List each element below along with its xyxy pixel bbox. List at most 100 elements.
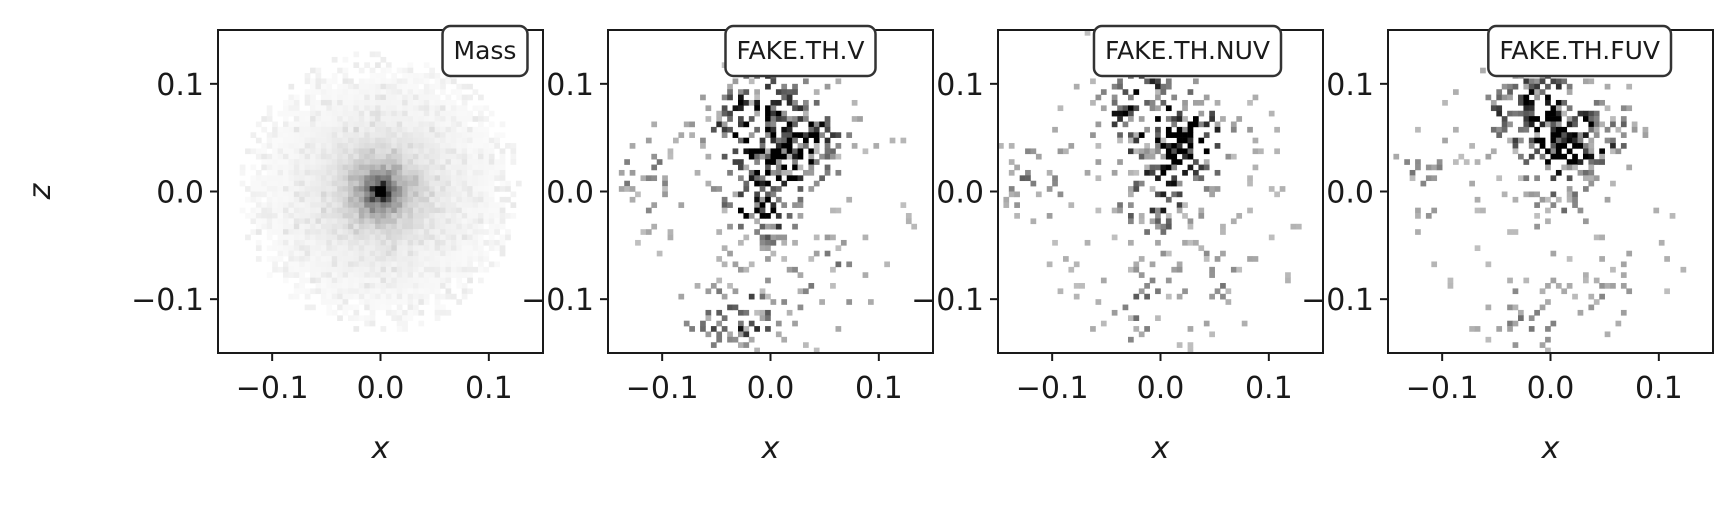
heatmap-cell — [266, 207, 273, 214]
heatmap-cell — [786, 148, 793, 155]
heatmap-cell — [743, 309, 750, 316]
heatmap-cell — [429, 137, 435, 144]
heatmap-cell — [272, 137, 278, 144]
heatmap-cell — [375, 256, 381, 262]
heatmap-cell — [1512, 288, 1519, 295]
heatmap-cell — [732, 159, 739, 165]
heatmap-cell — [331, 202, 338, 208]
heatmap-cell — [1523, 175, 1530, 182]
heatmap-cell — [813, 121, 820, 128]
heatmap-cell — [450, 116, 457, 122]
heatmap-cell — [1182, 202, 1188, 208]
heatmap-cell — [797, 175, 804, 182]
heatmap-cell — [396, 304, 403, 311]
heatmap-cell — [364, 83, 370, 90]
heatmap-cell — [1566, 196, 1573, 203]
heatmap-cell — [754, 175, 760, 182]
heatmap-cell — [1128, 186, 1134, 192]
heatmap-cell — [705, 288, 712, 295]
heatmap-cell — [369, 202, 376, 208]
heatmap-cell — [792, 159, 798, 165]
heatmap-cell — [283, 153, 289, 160]
heatmap-cell — [385, 67, 392, 74]
heatmap-cell — [461, 180, 468, 187]
heatmap-cell — [348, 153, 354, 160]
heatmap-cell — [423, 229, 430, 235]
heatmap-cell — [369, 207, 376, 214]
heatmap-cell — [337, 175, 343, 182]
heatmap-cell — [396, 126, 403, 133]
heatmap-cell — [808, 169, 815, 176]
heatmap-cell — [396, 266, 403, 273]
heatmap-cell — [635, 239, 641, 246]
heatmap-cell — [337, 105, 343, 112]
heatmap-cell — [348, 159, 354, 165]
heatmap-cell — [1528, 116, 1535, 122]
heatmap-cell — [364, 180, 370, 187]
heatmap-cell — [375, 202, 381, 208]
heatmap-cell — [326, 272, 333, 278]
heatmap-cell — [288, 99, 295, 106]
heatmap-cell — [1566, 116, 1573, 122]
heatmap-cell — [385, 99, 392, 106]
heatmap-cell — [1507, 229, 1513, 235]
heatmap-cell — [358, 67, 365, 74]
heatmap-cell — [440, 180, 446, 187]
heatmap-cell — [272, 143, 278, 149]
heatmap-cell — [434, 175, 441, 182]
heatmap-cell — [1155, 223, 1161, 230]
heatmap-cell — [407, 234, 414, 241]
heatmap-cell — [478, 121, 484, 128]
heatmap-cell — [245, 234, 251, 241]
heatmap-cell — [369, 51, 376, 58]
heatmap-cell — [353, 326, 360, 332]
heatmap-cell — [434, 218, 441, 225]
heatmap-cell — [385, 78, 392, 85]
heatmap-cell — [407, 143, 414, 149]
heatmap-cell — [1117, 78, 1123, 85]
heatmap-cell — [472, 137, 479, 144]
heatmap-cell — [396, 143, 403, 149]
heatmap-cell — [369, 169, 376, 176]
heatmap-cell — [353, 191, 360, 198]
heatmap-cell — [407, 309, 414, 316]
heatmap-cell — [407, 116, 414, 122]
heatmap-cell — [456, 137, 463, 144]
heatmap-cell — [440, 223, 446, 230]
heatmap-cell — [759, 245, 766, 252]
heatmap-cell — [1593, 116, 1600, 122]
heatmap-cell — [1496, 326, 1503, 332]
heatmap-cell — [667, 153, 674, 160]
heatmap-cell — [369, 180, 376, 187]
heatmap-cell — [315, 223, 322, 230]
heatmap-cell — [461, 169, 468, 176]
heatmap-cell — [1225, 288, 1232, 295]
heatmap-cell — [402, 272, 408, 278]
heatmap-cell — [369, 83, 376, 90]
heatmap-cell — [1561, 132, 1568, 138]
heatmap-cell — [358, 164, 365, 171]
heatmap-cell — [1220, 223, 1226, 230]
heatmap-cell — [418, 143, 425, 149]
heatmap-cell — [456, 299, 463, 305]
heatmap-cell — [467, 169, 473, 176]
heatmap-cell — [461, 105, 468, 112]
heatmap-cell — [1155, 78, 1161, 85]
heatmap-cell — [1588, 116, 1595, 122]
heatmap-cell — [1583, 272, 1589, 278]
heatmap-cell — [353, 121, 360, 128]
heatmap-cell — [331, 78, 338, 85]
heatmap-cell — [320, 94, 327, 101]
heatmap-cell — [472, 126, 479, 133]
heatmap-cell — [250, 164, 257, 171]
heatmap-cell — [461, 261, 468, 268]
heatmap-cell — [1155, 207, 1161, 214]
heatmap-cell — [358, 234, 365, 241]
heatmap-cell — [1133, 132, 1140, 138]
heatmap-cell — [1209, 191, 1215, 198]
heatmap-cell — [277, 159, 284, 165]
heatmap-cell — [1193, 116, 1199, 122]
heatmap-cell — [434, 73, 441, 79]
heatmap-cell — [342, 234, 349, 241]
